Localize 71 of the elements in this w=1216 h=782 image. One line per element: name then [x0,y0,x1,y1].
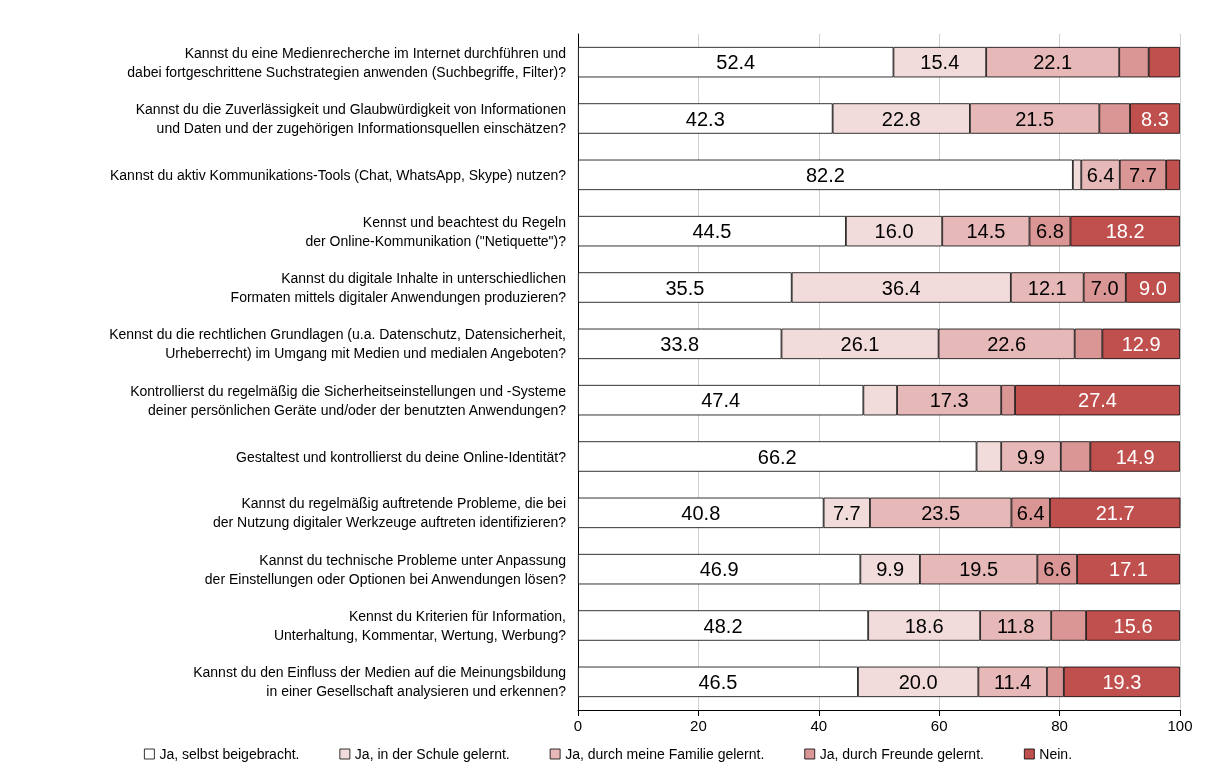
data-label: 22.1 [1033,51,1073,74]
data-label: 17.1 [1109,558,1148,581]
data-label: 66.2 [757,445,797,468]
x-tick-label: 60 [930,717,948,734]
legend-label: Ja, durch Freunde gelernt. [819,746,984,762]
data-label: 15.6 [1113,614,1153,637]
data-label: 18.2 [1105,220,1145,243]
data-label: 40.8 [681,501,721,524]
y-tick-label: Kannst du regelmäßig auftretende Probleme, die bei der Nutzung digitaler Werkzeuge auftreten identifizieren? [212,495,567,531]
data-label: 44.5 [692,220,732,243]
data-label: 46.5 [698,670,738,693]
data-label: 48.2 [703,614,743,637]
x-tick-label: 100 [1167,717,1193,734]
data-label: 47.4 [701,389,741,412]
y-tick-label: Kannst du die Zuverlässigkeit und Glaubwürdigkeit von Informationen und Daten und der zugehörigen Informationsquellen einschätzen? [135,101,567,136]
data-label: 7.0 [1090,276,1119,299]
y-tick-label: Kennst du die rechtlichen Grundlagen (u.a. Datenschutz, Datensicherheit, Urheberrecht) im Umgang mit Medien und medialen Angeboten? [109,326,567,362]
y-tick-label: Kennst und beachtest du Regeln der Online-Kommunikation ("Netiquette")? [305,213,567,249]
legend-label: Ja, selbst beigebracht. [159,746,300,762]
data-label: 16.0 [874,220,914,243]
data-label: 19.5 [959,558,999,581]
data-label: 23.5 [921,501,961,524]
data-label: 11.4 [993,670,1032,693]
y-tick-label: Kennst du Kriterien für Information, Unterhaltung, Kommentar, Wertung, Werbung? [273,608,567,643]
data-label: 9.9 [876,558,905,581]
legend-label: Nein. [1039,746,1073,762]
y-tick-label: Kannst du den Einfluss der Medien auf die Meinungsbildung in einer Gesellschaft analysieren und erkennen? [193,664,567,700]
data-label: 12.9 [1121,332,1161,355]
data-label: 7.7 [1129,163,1157,186]
data-label: 82.2 [805,163,845,186]
data-label: 36.4 [881,276,921,299]
y-tick-label: Kannst du digitale Inhalte in unterschiedlichen Formaten mittels digitaler Anwendungen produzieren? [230,270,567,305]
x-tick-label: 20 [690,717,707,734]
data-label: 20.0 [898,670,938,693]
data-label: 14.9 [1115,445,1155,468]
x-tick-label: 40 [810,717,828,734]
data-label: 19.3 [1102,670,1142,693]
x-tick-label: 80 [1051,717,1068,734]
data-label: 15.4 [920,51,960,74]
data-label: 14.5 [966,220,1006,243]
data-label: 17.3 [929,389,969,412]
legend-label: Ja, durch meine Familie gelernt. [565,746,765,762]
y-tick-label: Kannst du aktiv Kommunikations-Tools (Chat, WhatsApp, Skype) nutzen? [110,166,567,183]
data-label: 6.4 [1086,163,1115,186]
data-label: 9.9 [1017,445,1045,468]
data-label: 6.8 [1036,220,1064,243]
y-tick-label: Kannst du technische Probleme unter Anpassung der Einstellungen oder Optionen bei Anwendungen lösen? [204,551,567,587]
data-label: 8.3 [1141,107,1169,130]
y-tick-label: Gestaltest und kontrollierst du deine Online-Identität? [236,448,567,465]
data-label: 11.8 [996,614,1035,637]
data-label: 26.1 [840,332,880,355]
y-tick-label: Kannst du eine Medienrecherche im Internet durchführen und dabei fortgeschrittene Suchstrategien anwenden (Suchbegriffe, Filter)? [127,44,567,80]
data-label: 6.6 [1043,558,1072,581]
data-label: 52.4 [716,51,756,74]
data-label: 21.5 [1015,107,1055,130]
data-label: 35.5 [665,276,705,299]
x-tick-label: 0 [573,717,583,734]
data-label: 27.4 [1078,389,1117,412]
data-label: 7.7 [832,501,861,524]
data-label: 18.6 [904,614,944,637]
data-label: 21.7 [1095,501,1135,524]
data-label: 46.9 [699,558,739,581]
data-label: 22.6 [987,332,1027,355]
data-label: 9.0 [1139,276,1167,299]
data-label: 6.4 [1016,501,1045,524]
y-tick-label: Kontrollierst du regelmäßig die Sicherheitseinstellungen und -Systeme deiner persönlichen Geräte und/oder der benutzten Anwendungen? [130,382,567,418]
data-label: 12.1 [1027,276,1067,299]
data-label: 42.3 [685,107,725,130]
legend-label: Ja, in der Schule gelernt. [354,746,510,762]
data-label: 33.8 [660,332,700,355]
data-label: 22.8 [881,107,921,130]
